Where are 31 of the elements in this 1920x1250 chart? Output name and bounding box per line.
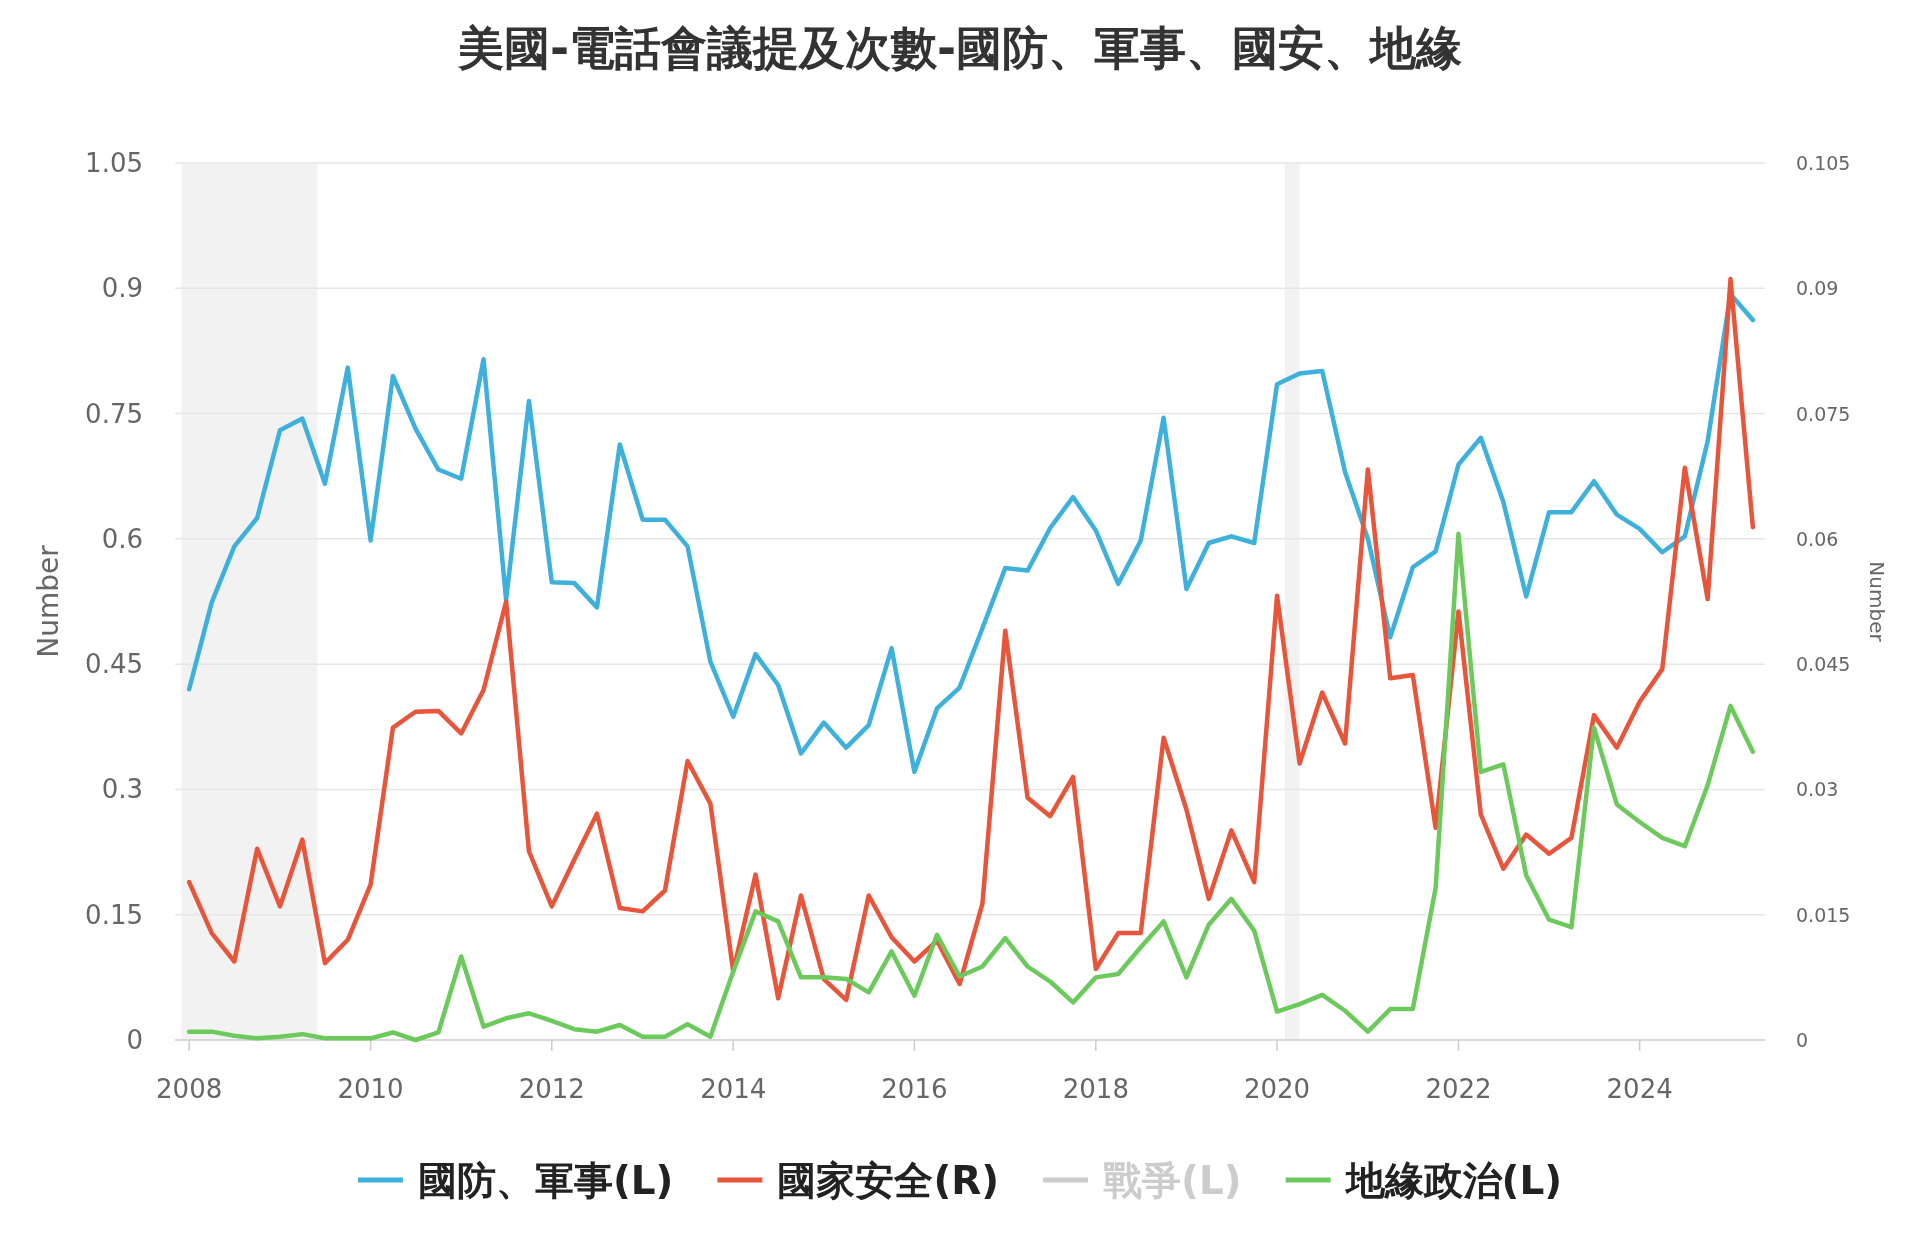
y2-tick-label: 0.105 (1796, 152, 1851, 174)
y2-tick-label: 0.09 (1796, 277, 1839, 300)
y-axis-title: Number (32, 544, 65, 658)
x-tick-label: 2022 (1425, 1074, 1492, 1104)
x-tick-label: 2018 (1062, 1074, 1129, 1104)
y-tick-label: 1.05 (85, 148, 143, 178)
y-tick-label: 0.45 (85, 649, 143, 680)
y2-tick-label: 0.075 (1796, 402, 1851, 425)
x-tick-label: 2024 (1606, 1074, 1673, 1104)
y-tick-label: 0.6 (101, 523, 143, 554)
y2-tick-label: 0.045 (1796, 653, 1851, 676)
legend-label: 地緣政治(L) (1343, 1158, 1563, 1203)
y2-axis-title: Number (1865, 561, 1889, 643)
title: 美國-電話會議提及次數-國防、軍事、國安、地緣 (457, 21, 1463, 75)
y2-tick-label: 0.03 (1796, 778, 1839, 801)
x-tick-label: 2012 (518, 1074, 585, 1104)
legend-label: 國家安全(R) (777, 1158, 1000, 1203)
x-tick-label: 2020 (1243, 1074, 1311, 1104)
y-tick-label: 0.9 (101, 273, 143, 304)
y-tick-label: 0.75 (85, 398, 143, 429)
legend-label: 國防、軍事(L) (417, 1158, 674, 1203)
x-tick-label: 2010 (337, 1074, 404, 1104)
x-tick-label: 2008 (156, 1074, 223, 1104)
y-tick-label: 0 (126, 1025, 143, 1055)
y2-tick-label: 0.06 (1796, 527, 1839, 550)
y2-tick-label: 0 (1796, 1029, 1809, 1051)
x-tick-label: 2016 (881, 1074, 948, 1104)
x-tick-label: 2014 (700, 1074, 767, 1104)
y2-tick-label: 0.015 (1796, 903, 1851, 926)
y-tick-label: 0.3 (101, 774, 143, 805)
y-tick-label: 0.15 (85, 899, 143, 930)
